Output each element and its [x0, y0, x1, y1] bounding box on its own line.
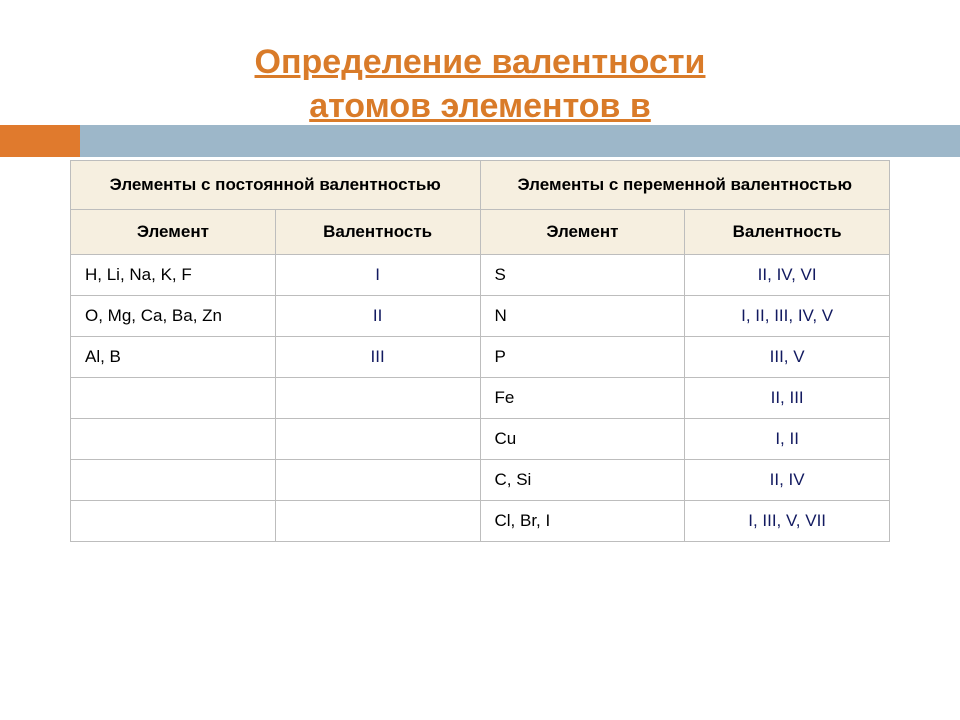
table-row: Al, B III P III, V: [71, 337, 890, 378]
table-row: Fe II, III: [71, 378, 890, 419]
title-line-2: атомов элементов в: [309, 87, 651, 125]
col-header-valence-1: Валентность: [275, 210, 480, 255]
const-val-cell: [275, 460, 480, 501]
const-elem-cell: [71, 460, 276, 501]
const-val-cell: [275, 501, 480, 542]
const-elem-cell: [71, 419, 276, 460]
col-header-valence-2: Валентность: [685, 210, 890, 255]
var-elem-cell: P: [480, 337, 685, 378]
table-row: C, Si II, IV: [71, 460, 890, 501]
const-elem-cell: Al, B: [71, 337, 276, 378]
const-elem-cell: [71, 501, 276, 542]
var-val-cell: II, IV, VI: [685, 255, 890, 296]
var-val-cell: II, IV: [685, 460, 890, 501]
table-row: Cl, Br, I I, III, V, VII: [71, 501, 890, 542]
var-val-cell: III, V: [685, 337, 890, 378]
table-row: H, Li, Na, K, F I S II, IV, VI: [71, 255, 890, 296]
col-header-element-1: Элемент: [71, 210, 276, 255]
table-row: Cu I, II: [71, 419, 890, 460]
const-val-cell: [275, 378, 480, 419]
valency-table: Элементы с постоянной валентностью Элеме…: [70, 160, 890, 542]
const-elem-cell: H, Li, Na, K, F: [71, 255, 276, 296]
col-header-row: Элемент Валентность Элемент Валентность: [71, 210, 890, 255]
group-header-variable: Элементы с переменной валентностью: [480, 161, 890, 210]
group-header-row: Элементы с постоянной валентностью Элеме…: [71, 161, 890, 210]
accent-block: [0, 125, 80, 157]
var-elem-cell: Fe: [480, 378, 685, 419]
title-area: Определение валентности атомов элементов…: [0, 0, 960, 130]
blue-band: [80, 125, 960, 157]
var-elem-cell: S: [480, 255, 685, 296]
var-val-cell: I, II: [685, 419, 890, 460]
const-val-cell: I: [275, 255, 480, 296]
var-elem-cell: C, Si: [480, 460, 685, 501]
col-header-element-2: Элемент: [480, 210, 685, 255]
table-row: O, Mg, Ca, Ba, Zn II N I, II, III, IV, V: [71, 296, 890, 337]
var-val-cell: I, III, V, VII: [685, 501, 890, 542]
var-elem-cell: Cl, Br, I: [480, 501, 685, 542]
const-elem-cell: O, Mg, Ca, Ba, Zn: [71, 296, 276, 337]
slide-title: Определение валентности атомов элементов…: [40, 40, 920, 128]
const-val-cell: III: [275, 337, 480, 378]
const-elem-cell: [71, 378, 276, 419]
table-body: H, Li, Na, K, F I S II, IV, VI O, Mg, Ca…: [71, 255, 890, 542]
var-elem-cell: Cu: [480, 419, 685, 460]
const-val-cell: II: [275, 296, 480, 337]
const-val-cell: [275, 419, 480, 460]
table-wrap: Элементы с постоянной валентностью Элеме…: [0, 140, 960, 542]
var-val-cell: I, II, III, IV, V: [685, 296, 890, 337]
title-line-1: Определение валентности: [255, 43, 706, 81]
var-elem-cell: N: [480, 296, 685, 337]
group-header-constant: Элементы с постоянной валентностью: [71, 161, 481, 210]
var-val-cell: II, III: [685, 378, 890, 419]
